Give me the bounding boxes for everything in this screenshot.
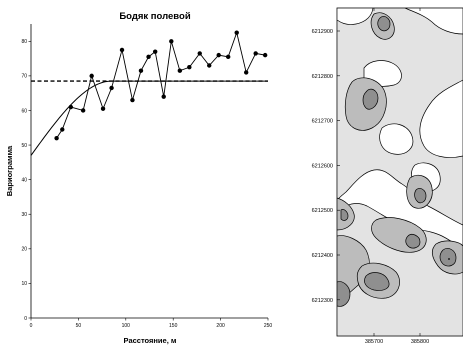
- x-tick-label: 150: [169, 323, 178, 329]
- data-point: [169, 39, 174, 44]
- contour-hole: [404, 8, 463, 35]
- x-axis-label: Расстояние, м: [124, 336, 177, 345]
- y-ticks: 0 10 20 30 40 50 60 70 80: [21, 39, 31, 322]
- map-x-tick-label: 385800: [411, 339, 429, 345]
- data-point: [177, 68, 183, 73]
- contour-hole: [379, 123, 414, 155]
- data-point: [253, 51, 258, 56]
- map-x-tick-label: 385700: [365, 339, 383, 345]
- map-x-ticks: 385700 385800: [365, 8, 429, 345]
- data-point: [68, 104, 74, 110]
- y-tick-label: 60: [21, 108, 27, 114]
- x-tick-label: 200: [216, 323, 225, 329]
- map-contours: [337, 8, 463, 336]
- experimental-points: [54, 30, 268, 141]
- experimental-line: [56, 31, 266, 139]
- contour-core: [364, 272, 390, 291]
- contour-map: 6212900 6212800 6212700 6212600 6212500 62124…: [312, 7, 463, 345]
- data-point: [152, 49, 158, 54]
- map-y-tick-label: 6212600: [312, 163, 333, 169]
- data-point: [54, 135, 59, 141]
- data-point: [119, 47, 125, 53]
- x-tick-label: 0: [30, 323, 33, 329]
- contour-core: [340, 209, 349, 221]
- plot-frame: [30, 24, 268, 319]
- y-tick-label: 30: [21, 212, 27, 218]
- variogram-chart: Бодяк полевой 0 10 20 30 40 50 60 70 80 0 50 100 15…: [5, 11, 272, 345]
- data-point: [130, 97, 135, 103]
- data-point: [138, 68, 144, 73]
- x-ticks: 0 50 100 150 200 250: [30, 318, 273, 329]
- contour-core: [414, 188, 427, 204]
- contour-core: [377, 16, 391, 32]
- y-tick-label: 70: [21, 74, 27, 80]
- map-y-ticks: 6212900 6212800 6212700 6212600 6212500 62124…: [312, 29, 340, 304]
- data-point: [216, 52, 221, 58]
- contour-hole: [419, 79, 463, 158]
- y-tick-label: 20: [21, 247, 27, 253]
- data-point: [60, 127, 65, 132]
- data-point: [262, 52, 268, 58]
- x-tick-label: 50: [76, 323, 82, 329]
- map-y-tick-label: 6212700: [312, 119, 333, 125]
- x-tick-label: 250: [264, 323, 273, 329]
- data-point: [207, 63, 212, 68]
- y-tick-label: 40: [21, 177, 27, 183]
- data-point: [80, 108, 86, 113]
- map-y-tick-label: 6212900: [312, 29, 333, 35]
- data-point: [89, 73, 94, 79]
- y-axis-label: Вариограмма: [5, 145, 14, 196]
- data-point: [100, 106, 106, 111]
- contour-hole: [337, 8, 374, 25]
- y-tick-label: 50: [21, 143, 27, 149]
- contour-core: [337, 281, 351, 307]
- x-tick-label: 100: [122, 323, 131, 329]
- map-y-tick-label: 6212800: [312, 74, 333, 80]
- data-point: [225, 54, 231, 60]
- data-point: [161, 94, 166, 99]
- map-y-tick-label: 6212400: [312, 253, 333, 259]
- data-point: [187, 65, 192, 70]
- y-tick-label: 80: [21, 39, 27, 45]
- map-y-tick-label: 6212300: [312, 298, 333, 304]
- contour-core: [405, 234, 421, 249]
- data-point: [146, 54, 151, 60]
- y-tick-label: 0: [24, 316, 27, 322]
- map-y-tick-label: 6212500: [312, 208, 333, 214]
- data-point: [197, 51, 202, 56]
- contour-core: [362, 88, 379, 110]
- data-point: [243, 70, 249, 75]
- data-point: [109, 85, 114, 91]
- contour-core: [439, 248, 457, 267]
- data-point: [234, 30, 239, 35]
- contour-point: [448, 258, 450, 260]
- chart-title: Бодяк полевой: [119, 11, 190, 22]
- y-tick-label: 10: [21, 281, 27, 287]
